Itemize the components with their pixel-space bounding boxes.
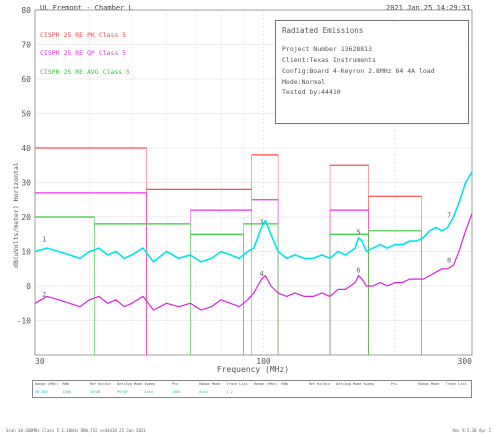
trace-peak — [34, 171, 473, 263]
y-axis-label: dB(uVolts/meter) Horizontal — [12, 162, 20, 268]
x-axis-label: Frequency (MHz) — [217, 365, 289, 374]
table-header-row: Range (MHz) RBW Ref Hz/div Det/Avg Mode Swee… — [33, 382, 471, 386]
table-row: 30-300 120k 10/dB PK/QP Auto 1000 Auto 1,2 — [33, 390, 471, 394]
table-cell — [416, 390, 443, 394]
y-tick-label: 70 — [21, 41, 31, 50]
table-header-cell: Sweep — [363, 382, 375, 386]
y-tick-label: 30 — [21, 179, 31, 188]
marker-label: 6 — [356, 267, 360, 275]
x-tick-label: 30 — [35, 357, 45, 366]
table-cell: 120k — [62, 390, 71, 394]
table-header-cell: RBW — [62, 382, 69, 386]
table-cell: 10/dB — [89, 390, 101, 394]
table-header-cell: Range (MHz) — [254, 382, 278, 386]
table-header-cell: RAmps Mode — [418, 382, 440, 386]
table-header-cell: Range (MHz) — [35, 382, 59, 386]
footer-right: Rev 9.5.38 Apr 2 — [452, 428, 491, 433]
info-box: Radiated Emissions Project Number 136288… — [275, 20, 469, 124]
info-mode: Mode:Normal — [282, 78, 326, 86]
info-config: Config:Board 4-Keyron 2.8MHz 64 4A load — [282, 67, 435, 75]
marker-label: 4 — [259, 270, 263, 278]
table-header-cell: Ref Hz/div — [308, 382, 330, 386]
table-header-cell: Sweep — [144, 382, 156, 386]
table-header-cell: Ref Hz/div — [89, 382, 111, 386]
legend-avg: CISPR 25 RE AVG Class 5 — [40, 68, 131, 76]
table-header-cell: Trace List — [445, 382, 467, 386]
info-client: Client:Texas Instruments — [282, 56, 376, 64]
table-cell — [444, 390, 471, 394]
marker-label: 2 — [42, 291, 46, 299]
table-header-cell: Det/Avg Mode — [336, 382, 362, 386]
table-cell: PK/QP — [117, 390, 128, 394]
x-tick-label: 100 — [256, 357, 271, 366]
legend-qp: CISPR 25 RE QP Class 5 — [40, 49, 127, 57]
y-tick-label: 10 — [21, 248, 31, 257]
info-title: Radiated Emissions — [282, 26, 364, 35]
table-header-cell: Pts — [171, 382, 179, 386]
traces — [34, 171, 473, 311]
table-cell — [334, 390, 361, 394]
marker-label: 7 — [447, 211, 451, 219]
table-header-cell: Trace List — [226, 382, 248, 386]
table-cell: 1000 — [171, 390, 181, 394]
y-tick-label: 20 — [21, 213, 31, 222]
table-cell — [252, 390, 279, 394]
y-tick-label: 80 — [21, 6, 31, 15]
table-cell: Auto — [199, 390, 208, 394]
trace-qp — [34, 213, 473, 311]
x-tick-label: 300 — [458, 357, 473, 366]
table-cell — [307, 390, 334, 394]
table-cell — [389, 390, 416, 394]
table-cell: 30-300 — [35, 390, 48, 394]
marker-labels: 1 2 3 4 5 6 7 8 — [42, 211, 451, 298]
table-cell — [362, 390, 389, 394]
marker-label: 5 — [356, 229, 360, 237]
info-project: Project Number 13628813 — [282, 45, 373, 53]
y-tick-label: -10 — [17, 317, 32, 326]
datetime: 2021 Jan 25 14:29:31 — [386, 4, 471, 12]
table-header-cell: Pts — [390, 382, 398, 386]
y-tick-label: 0 — [26, 282, 31, 291]
y-tick-label: 40 — [21, 144, 31, 153]
site-title: UL Fremont - Chamber L — [40, 4, 133, 12]
y-tick-label: 50 — [21, 110, 31, 119]
y-tick-label: 60 — [21, 75, 31, 84]
table-cell: 1,2 — [226, 390, 233, 394]
settings-table: Range (MHz) RBW Ref Hz/div Det/Avg Mode Swee… — [32, 380, 472, 398]
table-cell — [279, 390, 306, 394]
table-cell: Auto — [144, 390, 153, 394]
table-header-cell: Det/Avg Mode — [117, 382, 143, 386]
marker-label: 8 — [447, 256, 451, 264]
marker-label: 3 — [259, 218, 263, 226]
legend-pk: CISPR 25 RE PK Class 5 — [40, 31, 127, 39]
marker-label: 1 — [42, 236, 46, 244]
table-header-cell: RAmps Mode — [199, 382, 221, 386]
info-tester: Tested by:44410 — [282, 88, 341, 96]
table-header-cell: RBW — [281, 382, 288, 386]
footer-left: Scan 30-300MHz Class 5 1:10kHz RBW,TX2 v… — [6, 428, 146, 433]
